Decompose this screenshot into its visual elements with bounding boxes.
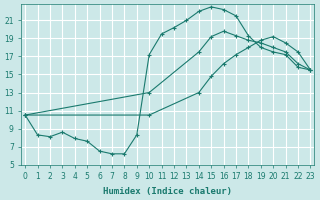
X-axis label: Humidex (Indice chaleur): Humidex (Indice chaleur) bbox=[103, 187, 232, 196]
